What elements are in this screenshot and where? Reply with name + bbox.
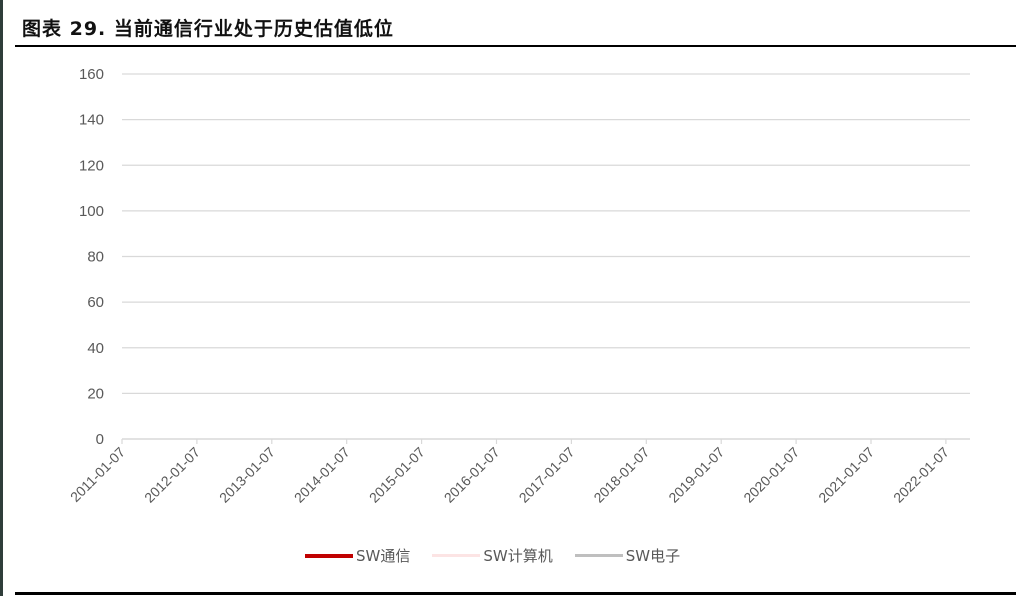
- x-axis: 2011-01-07 2012-01-07 2013-01-07 2014-01-07…: [67, 439, 952, 506]
- y-tick-label: 80: [87, 249, 104, 266]
- x-tick-label: 2021-01-07: [815, 444, 877, 506]
- legend-item-computer: SW计算机: [432, 545, 553, 566]
- title-divider: [15, 45, 1016, 47]
- legend-label-computer: SW计算机: [483, 547, 553, 565]
- y-tick-label: 120: [79, 157, 104, 174]
- chart-title: 图表 29. 当前通信行业处于历史估值低位: [22, 18, 394, 40]
- y-tick-label: 40: [87, 340, 104, 357]
- x-tick-label: 2015-01-07: [366, 444, 428, 506]
- x-tick-label: 2018-01-07: [590, 444, 652, 506]
- y-tick-label: 60: [87, 294, 104, 311]
- x-tick-label: 2022-01-07: [890, 444, 952, 506]
- bottom-divider: [15, 592, 1016, 595]
- legend-label-telecom: SW通信: [356, 547, 411, 565]
- x-tick-label: 2011-01-07: [67, 444, 128, 505]
- y-tick-label: 140: [79, 112, 104, 129]
- gridlines: [122, 73, 970, 440]
- x-tick-label: 2013-01-07: [216, 444, 278, 506]
- y-tick-label: 0: [96, 431, 104, 448]
- x-tick-label: 2014-01-07: [291, 444, 353, 506]
- x-tick-label: 2016-01-07: [441, 444, 503, 506]
- x-tick-label: 2020-01-07: [740, 444, 802, 506]
- x-tick-label: 2012-01-07: [141, 444, 203, 506]
- y-axis: 0 20 40 60 80 100 120 140 160: [79, 66, 104, 448]
- y-tick-label: 160: [79, 66, 104, 83]
- legend-item-electronics: SW电子: [574, 545, 681, 566]
- legend-swatch-electronics: [574, 554, 623, 557]
- legend-item-telecom: SW通信: [305, 545, 410, 566]
- legend-label-electronics: SW电子: [625, 547, 681, 565]
- chart-legend: SW通信 SW计算机 SW电子: [305, 545, 680, 566]
- x-tick-label: 2019-01-07: [665, 444, 727, 506]
- left-edge-bar: [0, 0, 3, 596]
- y-tick-label: 20: [87, 385, 104, 402]
- x-tick-label: 2017-01-07: [516, 444, 578, 506]
- legend-swatch-computer: [432, 554, 481, 557]
- legend-swatch-telecom: [305, 553, 353, 558]
- y-tick-label: 100: [79, 203, 104, 220]
